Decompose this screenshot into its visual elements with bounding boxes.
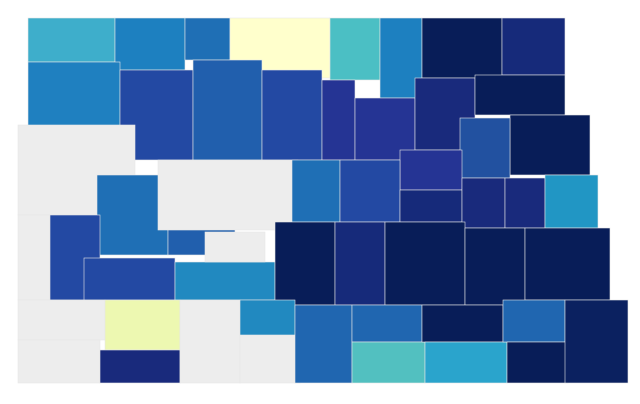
county (27, 17, 116, 63)
county (354, 97, 416, 161)
county (564, 299, 629, 384)
county (274, 221, 336, 306)
county (384, 221, 466, 306)
county (544, 174, 599, 229)
county (334, 221, 386, 306)
county (239, 299, 296, 336)
county (421, 304, 504, 343)
county (464, 227, 526, 306)
county (96, 174, 169, 256)
county (184, 17, 231, 61)
county (17, 214, 51, 301)
county (329, 17, 381, 81)
county (501, 17, 566, 76)
county (421, 17, 503, 79)
county (506, 341, 569, 384)
county (424, 341, 508, 384)
county (17, 339, 101, 384)
county (399, 149, 463, 191)
county (17, 299, 106, 341)
county (459, 117, 511, 179)
county (509, 114, 591, 176)
county (474, 74, 566, 116)
county (399, 189, 463, 223)
county (504, 177, 546, 229)
county (174, 261, 276, 301)
county (502, 299, 566, 343)
county (114, 17, 186, 71)
county (351, 341, 426, 384)
county (157, 159, 299, 231)
county (524, 227, 611, 301)
county (321, 79, 356, 161)
county (261, 69, 323, 161)
county (294, 304, 353, 384)
county (351, 304, 423, 343)
county (291, 159, 341, 223)
county (239, 329, 301, 384)
county (461, 177, 506, 229)
county (339, 159, 401, 223)
county (204, 231, 266, 263)
county (83, 257, 176, 301)
county (27, 61, 121, 131)
county (179, 299, 241, 384)
county (104, 299, 181, 351)
county (99, 349, 181, 384)
county (192, 59, 263, 161)
